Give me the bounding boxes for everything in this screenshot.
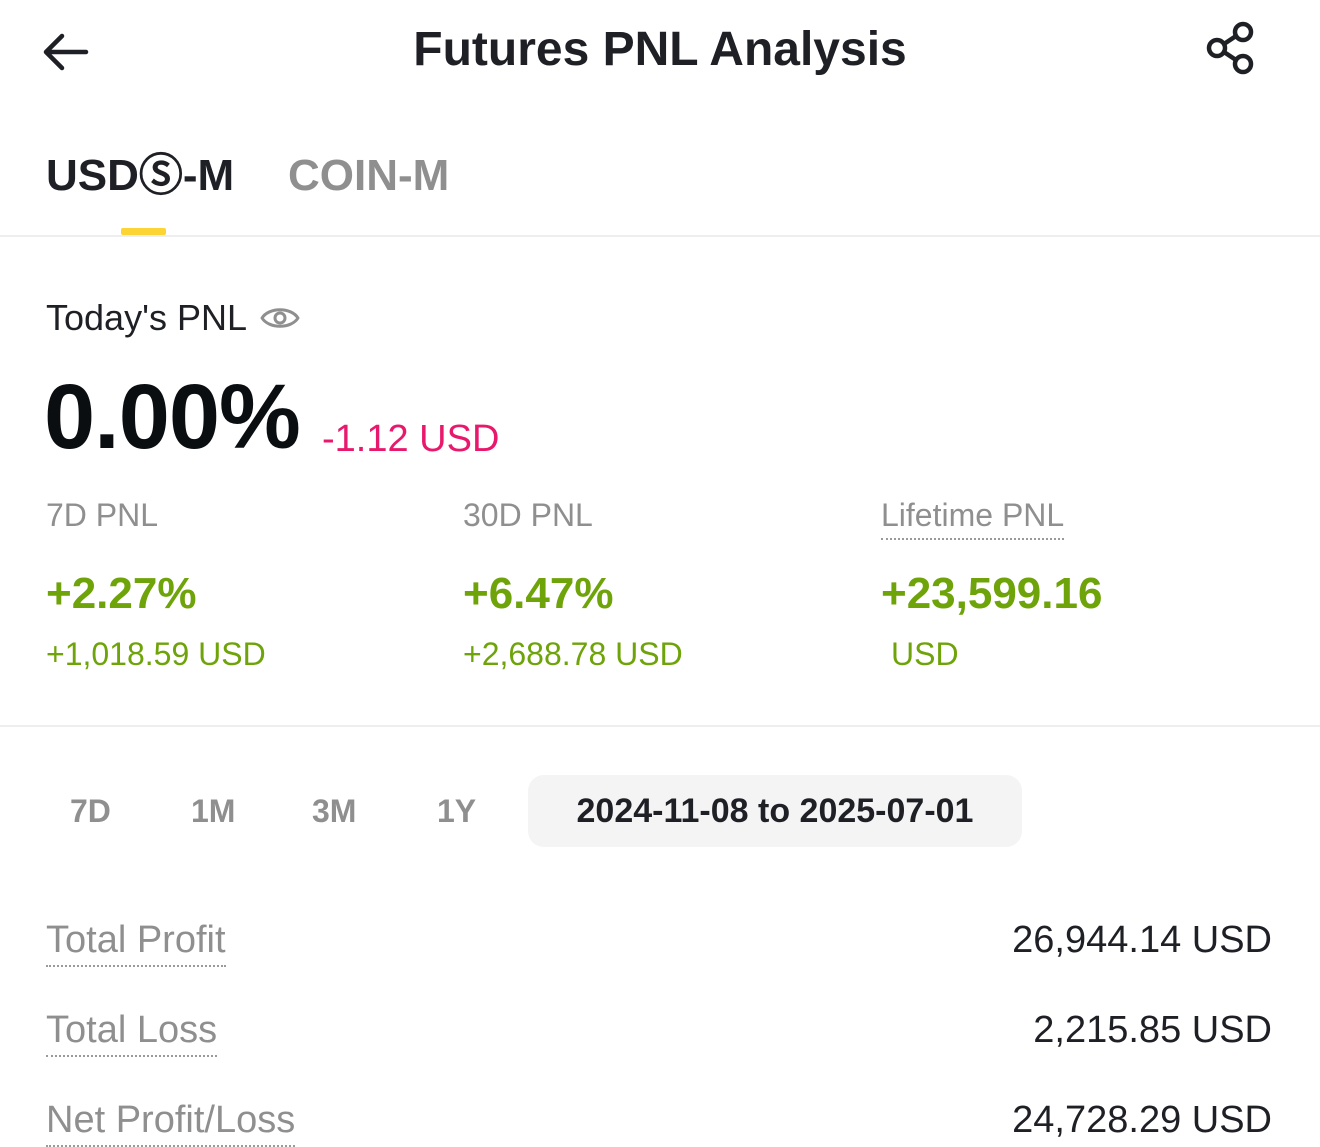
- stat-lifetime-label[interactable]: Lifetime PNL: [881, 494, 1065, 540]
- tabs-divider: [0, 235, 1320, 237]
- filter-1m[interactable]: 1M: [191, 793, 236, 829]
- net-profit-loss-value: 24,728.29 USD: [1012, 1099, 1272, 1141]
- todays-pnl-header: Today's PNL: [46, 294, 301, 342]
- filter-1y[interactable]: 1Y: [437, 793, 477, 829]
- toggle-visibility-button[interactable]: [259, 303, 301, 333]
- total-profit-value: 26,944.14 USD: [1012, 919, 1272, 961]
- todays-pnl-label: Today's PNL: [46, 297, 247, 338]
- todays-pnl-percent: 0.00%: [44, 366, 301, 468]
- filter-date-range[interactable]: 2024-11-08 to 2025-07-01: [528, 775, 1022, 847]
- stat-7d-usd: +1,018.59 USD: [46, 636, 266, 672]
- arrow-left-icon: [43, 33, 89, 71]
- filter-3m[interactable]: 3M: [312, 793, 357, 829]
- stat-lifetime-unit: USD: [891, 636, 959, 672]
- share-icon: [1206, 21, 1254, 75]
- stat-30d-usd: +2,688.78 USD: [463, 636, 683, 672]
- total-loss-value: 2,215.85 USD: [1033, 1009, 1272, 1051]
- stat-7d-label: 7D PNL: [46, 497, 159, 533]
- total-loss-label[interactable]: Total Loss: [46, 1005, 218, 1057]
- stat-30d-percent: +6.47%: [463, 569, 614, 618]
- section-divider: [0, 725, 1320, 727]
- stat-lifetime-value: +23,599.16: [881, 569, 1103, 618]
- tab-usds-m[interactable]: USDⓈ-M: [46, 151, 235, 200]
- active-tab-indicator: [121, 228, 166, 235]
- net-profit-loss-label[interactable]: Net Profit/Loss: [46, 1095, 296, 1147]
- tab-coin-m[interactable]: COIN-M: [288, 151, 450, 200]
- back-button[interactable]: [30, 22, 100, 82]
- stat-30d-label: 30D PNL: [463, 497, 593, 533]
- share-button[interactable]: [1196, 18, 1266, 78]
- filter-7d[interactable]: 7D: [70, 793, 111, 829]
- eye-icon: [260, 308, 300, 328]
- stat-7d-percent: +2.27%: [46, 569, 197, 618]
- todays-pnl-usd: -1.12 USD: [322, 418, 500, 460]
- page-title: Futures PNL Analysis: [413, 23, 907, 76]
- total-profit-label[interactable]: Total Profit: [46, 915, 226, 967]
